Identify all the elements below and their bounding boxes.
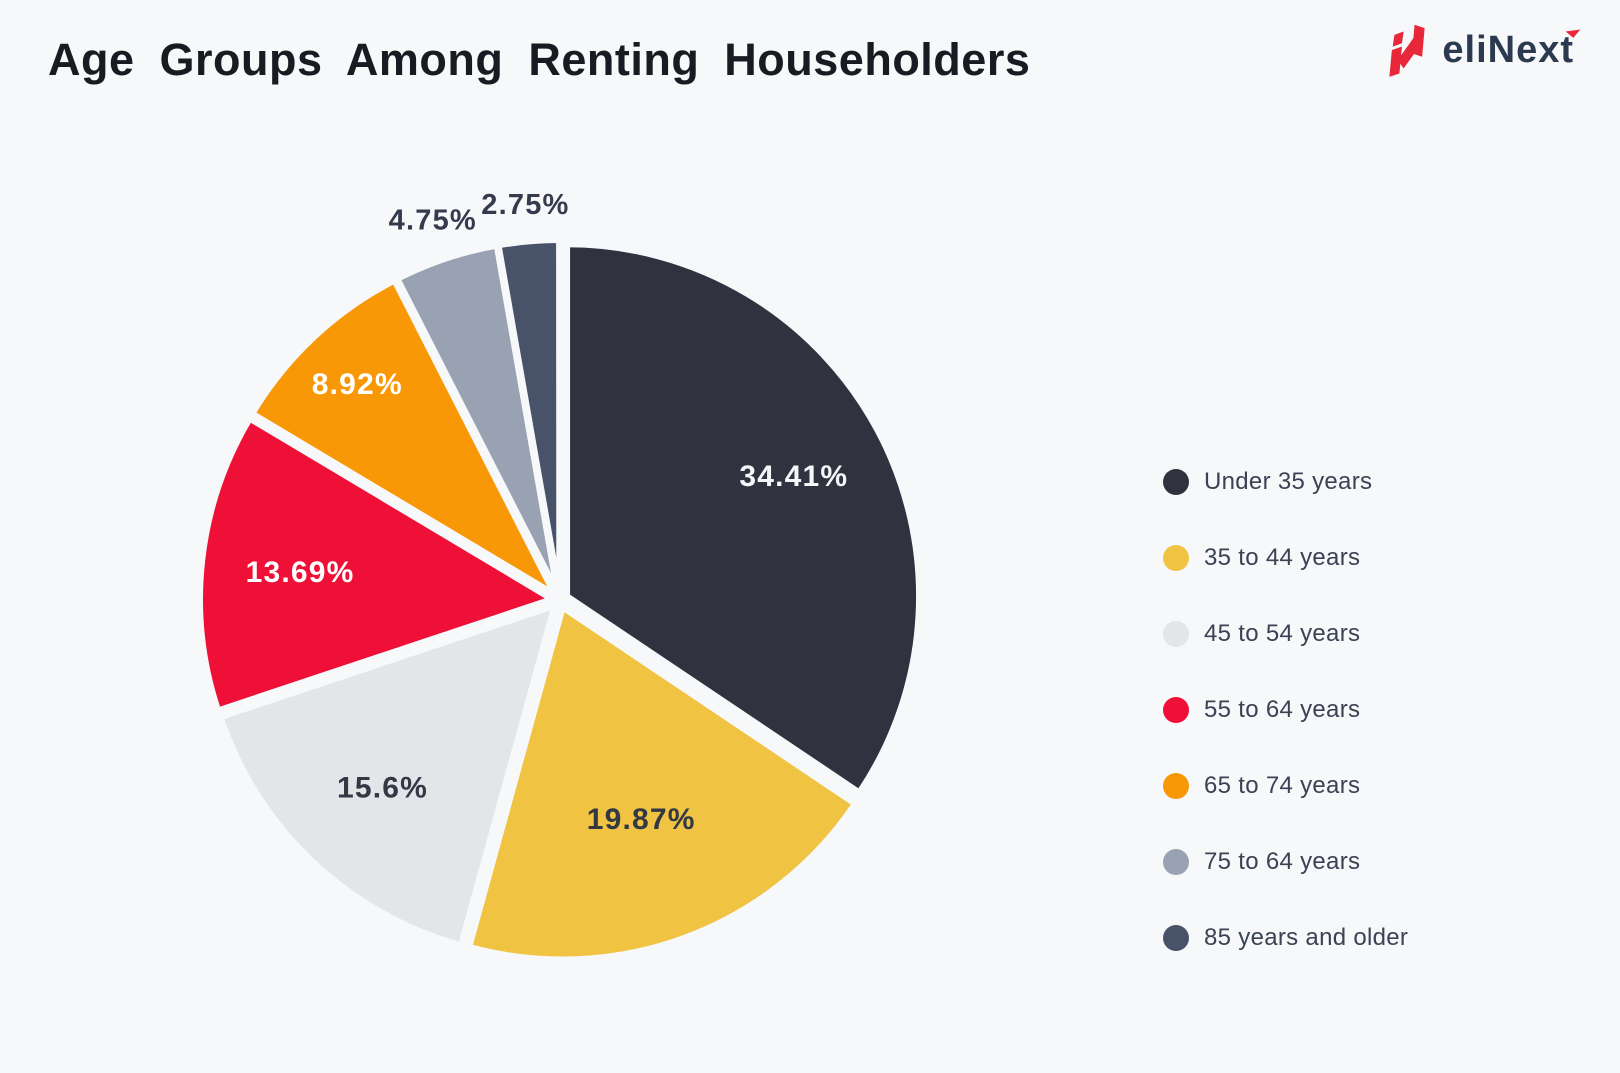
pie-slice-value-label: 8.92% xyxy=(312,368,403,401)
legend-swatch xyxy=(1163,925,1189,951)
legend-item: 35 to 44 years xyxy=(1163,544,1408,571)
legend-swatch xyxy=(1163,545,1189,571)
pie-slice-value-label: 34.41% xyxy=(739,460,848,493)
legend-item: 65 to 74 years xyxy=(1163,772,1408,799)
pie-slice-45-to-54-years xyxy=(217,602,558,949)
legend-item: Under 35 years xyxy=(1163,468,1408,495)
legend-label: 35 to 44 years xyxy=(1204,544,1361,571)
legend-swatch xyxy=(1163,621,1189,647)
pie-slice-value-label: 2.75% xyxy=(481,189,569,221)
legend-label: 65 to 74 years xyxy=(1204,772,1361,799)
legend-label: 55 to 64 years xyxy=(1204,696,1361,723)
legend-item: 45 to 54 years xyxy=(1163,620,1408,647)
chart-legend: Under 35 years 35 to 44 years 45 to 54 yea… xyxy=(1163,468,1409,1001)
legend-label: Under 35 years xyxy=(1204,468,1373,495)
pie-slice-35-to-44-years xyxy=(466,604,859,963)
legend-label: 75 to 64 years xyxy=(1204,848,1361,875)
legend-item: 85 years and older xyxy=(1163,924,1409,951)
pie-slice-value-label: 19.87% xyxy=(587,803,696,836)
legend-swatch xyxy=(1163,697,1189,723)
legend-item: 75 to 64 years xyxy=(1163,848,1408,875)
elinext-logo-text: eliNext xyxy=(1442,23,1581,69)
page-title: Age Groups Among Renting Householders xyxy=(48,34,1031,85)
pie-slice-65-to-74-years xyxy=(249,277,558,598)
pie-slice-85-years-and-older xyxy=(495,237,563,596)
legend-item: 55 to 64 years xyxy=(1163,696,1408,723)
elinext-logo-icon xyxy=(1389,24,1426,77)
pie-slice-value-label: 4.75% xyxy=(389,205,477,237)
legend-swatch xyxy=(1163,773,1189,799)
legend-swatch xyxy=(1163,469,1189,495)
pie-slice-value-label: 13.69% xyxy=(246,556,355,589)
pie-slice-value-label: 15.6% xyxy=(337,772,428,805)
elinext-logo: eliNext xyxy=(1386,22,1581,78)
pie-slice-under-35-years xyxy=(564,241,923,796)
legend-label: 45 to 54 years xyxy=(1204,620,1361,647)
legend-label: 85 years and older xyxy=(1204,924,1409,951)
legend-swatch xyxy=(1163,849,1189,875)
pie-slice-55-to-64-years xyxy=(197,415,556,714)
